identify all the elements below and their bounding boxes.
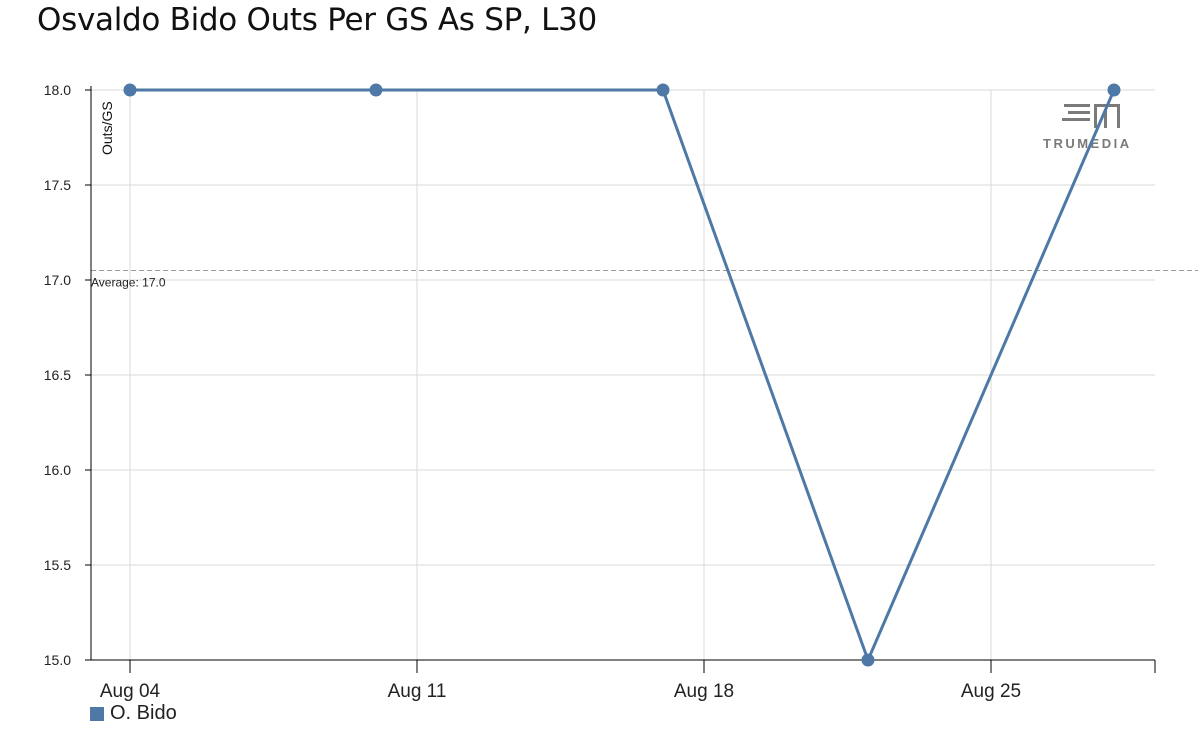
axes: 15.0 15.5 16.0 16.5 17.0 17.5 18.0 Aug 04 Aug 11…: [44, 82, 1156, 702]
y-tick-label: 17.0: [44, 272, 71, 288]
y-tick-label: 16.0: [44, 462, 71, 478]
data-point: [656, 83, 670, 97]
legend-label-o-bido: O. Bido: [110, 702, 177, 724]
data-point: [861, 653, 875, 667]
y-tick-label: 17.5: [44, 177, 71, 193]
y-tick-label: 15.5: [44, 557, 71, 573]
chart-title: Osvaldo Bido Outs Per GS As SP, L30: [37, 2, 597, 38]
grid: [91, 89, 1155, 661]
series-group: [123, 83, 1121, 667]
legend-swatch-o-bido: [90, 706, 104, 721]
data-point: [1107, 83, 1121, 97]
trumedia-logo-icon: [1062, 104, 1120, 128]
data-point: [369, 83, 383, 97]
legend: O. Bido: [90, 702, 177, 725]
average-line-group: Average: 17.0: [91, 270, 1198, 290]
y-tick-label: 15.0: [44, 652, 71, 668]
y-tick-label: 16.5: [44, 367, 71, 383]
x-tick-label: Aug 11: [388, 681, 447, 702]
x-tick-label: Aug 18: [674, 681, 734, 702]
y-axis-label: Outs/GS: [99, 101, 115, 155]
trumedia-watermark: TRUMEDIA: [1043, 104, 1132, 151]
x-tick-label: Aug 04: [100, 681, 161, 702]
data-point: [123, 83, 137, 97]
watermark-text: TRUMEDIA: [1043, 136, 1132, 151]
average-label: Average: 17.0: [91, 276, 166, 290]
x-tick-label: Aug 25: [961, 681, 1021, 702]
y-tick-label: 18.0: [44, 82, 71, 98]
